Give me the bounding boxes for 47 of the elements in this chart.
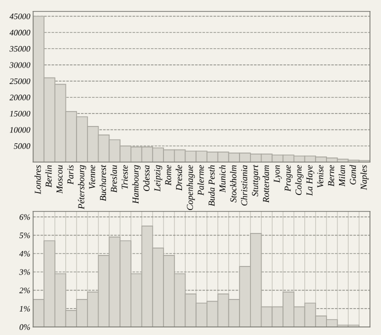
y-tick-label: 40000 <box>10 30 30 36</box>
y-tick-label: 4% <box>19 250 30 257</box>
x-tick-label: Berlin <box>45 165 52 188</box>
x-tick-label: Milan <box>338 165 346 187</box>
y-tick-label: 15000 <box>10 110 30 116</box>
y-tick-label: 25000 <box>10 78 30 84</box>
y-tick-label: 30000 <box>10 62 30 68</box>
x-tick-label: Paris <box>67 165 74 185</box>
x-tick-label: Gand <box>350 164 356 184</box>
x-tick-label: Munich <box>219 165 226 193</box>
y-tick-label: 35000 <box>10 46 30 52</box>
y-tick-label: 0% <box>20 324 30 330</box>
y-tick-label: 3% <box>19 269 30 275</box>
x-tick-label: Lyon <box>274 165 282 183</box>
x-tick-label: Buda Pesth <box>208 165 215 206</box>
x-tick-label: Stuttgart <box>252 164 260 196</box>
x-tick-label: Londres <box>34 165 41 194</box>
x-tick-label: Trieste <box>122 165 128 189</box>
y-tick-label: 2% <box>19 288 30 294</box>
y-tick-label: 6% <box>20 214 30 220</box>
y-tick-label: 10000 <box>10 127 30 133</box>
x-tick-label: Odessa <box>143 165 150 192</box>
x-tick-label: Cologne <box>295 165 304 196</box>
x-tick-label: Moscou <box>56 165 63 194</box>
y-tick-label: 5% <box>19 232 30 238</box>
x-tick-label: Stockholm <box>230 165 236 202</box>
x-tick-label: Rotterdam <box>262 165 269 203</box>
x-tick-label: La Haye <box>306 165 314 196</box>
y-tick-label: 20000 <box>10 94 30 100</box>
x-tick-label: Venise <box>317 165 324 188</box>
x-tick-label: Christiania <box>240 165 248 206</box>
x-tick-label: Rome <box>165 165 172 186</box>
y-tick-label: 45000 <box>10 14 30 20</box>
x-tick-label: Dresde <box>176 165 182 191</box>
y-tick-label: 1% <box>20 306 30 312</box>
x-tick-label: Copenhague <box>186 165 195 210</box>
x-tick-label: Palerme <box>197 165 204 196</box>
x-tick-label: Bucharest <box>100 164 106 202</box>
x-tick-label: Vienne <box>89 165 96 189</box>
x-tick-label: Prague <box>284 165 293 192</box>
x-tick-label: Hambourg <box>132 165 140 204</box>
x-tick-label: Pétersbourg <box>78 165 86 210</box>
x-tick-label: Naples <box>360 165 369 190</box>
x-tick-label: Berne <box>328 165 334 186</box>
y-tick-label: 5000 <box>14 143 30 149</box>
x-tick-label: Breslau <box>110 165 117 193</box>
x-tick-label: Leipzig <box>154 165 162 192</box>
